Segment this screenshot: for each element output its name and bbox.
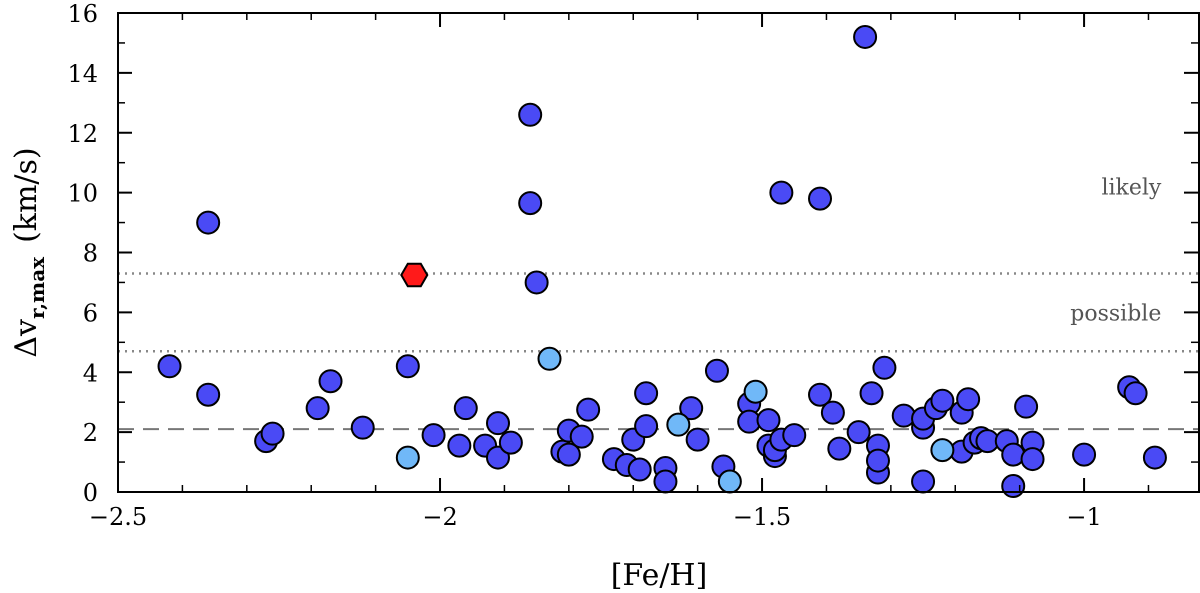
data-point-main xyxy=(518,191,543,216)
data-point-main xyxy=(485,411,510,436)
data-point-main xyxy=(756,408,781,433)
data-point-main xyxy=(891,403,916,428)
x-axis-title: [Fe/H] xyxy=(611,558,708,593)
data-point-main xyxy=(808,382,833,407)
data-point-main xyxy=(421,423,446,448)
data-point-main xyxy=(1020,447,1045,472)
data-point-main xyxy=(395,354,420,379)
y-tick-label: 12 xyxy=(67,120,98,148)
y-axis-title-unit: (km/s) xyxy=(9,147,44,243)
data-point-main xyxy=(1072,442,1097,467)
annotations: likely possible xyxy=(1070,176,1162,327)
data-point-light xyxy=(666,412,691,437)
data-point-main xyxy=(820,400,845,425)
data-point-main xyxy=(634,381,659,406)
y-tick-label: 14 xyxy=(67,60,98,88)
data-point-main xyxy=(1123,381,1148,406)
y-tick-label: 16 xyxy=(67,0,98,28)
data-point-main xyxy=(569,424,594,449)
data-point-main xyxy=(1014,394,1039,419)
data-point-main xyxy=(627,457,652,482)
data-point-main xyxy=(853,24,878,49)
y-axis-title-main: Δv xyxy=(9,319,44,358)
data-point-main xyxy=(318,369,343,394)
data-point-light xyxy=(537,346,562,371)
data-markers xyxy=(157,24,1167,499)
data-point-main xyxy=(634,414,659,439)
data-point-main xyxy=(453,396,478,421)
data-point-main xyxy=(865,448,890,473)
data-point-main xyxy=(704,358,729,383)
y-tick-label: 4 xyxy=(83,359,98,387)
data-point-main xyxy=(1001,474,1026,499)
data-point-main xyxy=(556,442,581,467)
data-point-light xyxy=(930,438,955,463)
y-tick-label: 8 xyxy=(83,240,98,268)
reference-lines xyxy=(118,272,1200,431)
data-point-light xyxy=(717,469,742,494)
data-point-main xyxy=(956,387,981,412)
data-point-main xyxy=(1001,442,1026,467)
data-point-main xyxy=(518,102,543,127)
annotation-possible: possible xyxy=(1070,301,1161,326)
x-tick-label: −1 xyxy=(1066,503,1101,531)
data-point-main xyxy=(911,469,936,494)
x-tick-label: −2.5 xyxy=(89,503,147,531)
data-point-main xyxy=(524,270,549,295)
data-point-main xyxy=(679,396,704,421)
tick-labels: −2.5 −2 −1.5 −1 0 2 4 6 8 10 12 14 16 xyxy=(67,0,1101,531)
data-point-main xyxy=(485,445,510,470)
data-point-highlight xyxy=(400,262,429,288)
data-point-main xyxy=(350,415,375,440)
y-tick-label: 6 xyxy=(83,299,98,327)
y-axis-title: Δvr,max (km/s) xyxy=(9,147,49,357)
plot-frame xyxy=(117,12,1200,493)
data-point-main xyxy=(782,423,807,448)
annotation-likely: likely xyxy=(1101,176,1161,201)
data-point-main xyxy=(576,397,601,422)
data-point-main xyxy=(859,381,884,406)
y-axis-title-subscript: r,max xyxy=(25,256,49,319)
y-tick-label: 0 xyxy=(83,479,98,507)
data-point-main xyxy=(196,210,221,235)
data-point-main xyxy=(653,469,678,494)
data-point-main xyxy=(305,396,330,421)
data-point-main xyxy=(157,354,182,379)
data-point-main xyxy=(846,420,871,445)
x-tick-label: −2 xyxy=(422,503,457,531)
data-point-main xyxy=(260,421,285,446)
x-tick-label: −1.5 xyxy=(733,503,791,531)
data-point-main xyxy=(196,382,221,407)
data-point-light xyxy=(743,379,768,404)
data-point-main xyxy=(930,388,955,413)
data-point-main xyxy=(498,430,523,455)
axis-ticks xyxy=(117,12,1198,493)
y-tick-label: 10 xyxy=(67,180,98,208)
data-point-main xyxy=(769,180,794,205)
data-point-main xyxy=(872,355,897,380)
y-tick-label: 2 xyxy=(83,419,98,447)
data-point-main xyxy=(685,427,710,452)
data-point-main xyxy=(447,433,472,458)
data-point-light xyxy=(395,445,420,470)
data-point-main xyxy=(808,186,833,211)
data-point-main xyxy=(1142,445,1167,470)
data-point-main xyxy=(827,436,852,461)
